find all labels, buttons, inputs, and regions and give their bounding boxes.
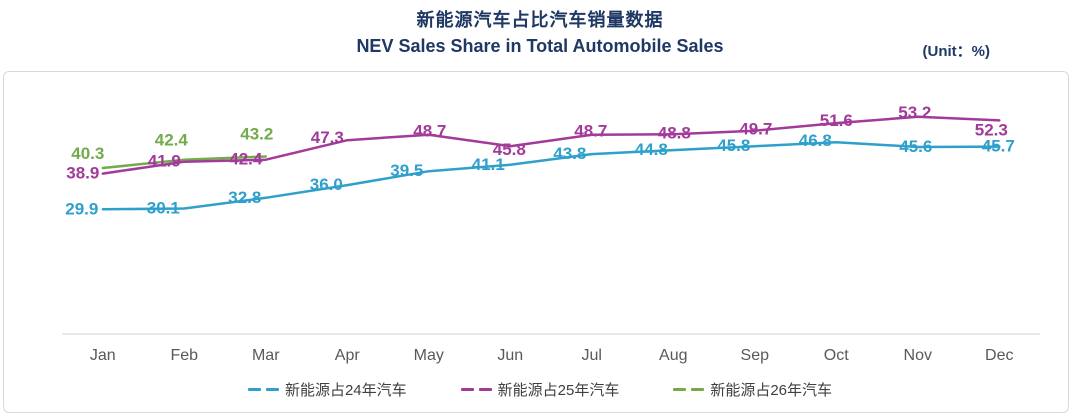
data-label: 41.1	[472, 155, 505, 174]
data-label: 30.1	[147, 199, 180, 218]
chart-legend: 新能源占24年汽车 新能源占25年汽车 新能源占26年汽车	[0, 379, 1080, 400]
series-line-0	[101, 140, 1001, 211]
x-axis-label: Nov	[903, 347, 932, 364]
data-label: 48.8	[658, 123, 691, 142]
data-label: 42.4	[229, 150, 263, 169]
x-axis-label: Mar	[251, 347, 280, 364]
data-label: 48.7	[574, 122, 607, 141]
data-label: 51.6	[820, 111, 853, 130]
data-label: 46.8	[799, 131, 832, 150]
legend-item-1: 新能源占25年汽车	[460, 379, 620, 400]
data-label: 45.8	[493, 140, 526, 159]
chart-title-zh: 新能源汽车占比汽车销量数据	[416, 10, 664, 30]
data-label: 45.6	[899, 137, 932, 156]
series-line-1	[101, 115, 1001, 175]
legend-item-0: 新能源占24年汽车	[247, 379, 407, 400]
chart-panel	[3, 71, 1069, 413]
series-line-2	[101, 155, 268, 170]
x-axis: Jan Feb Mar Apr May Jun Jul Aug Sep Oct Nov Dec	[62, 347, 1040, 365]
x-axis-label: Jun	[497, 347, 524, 364]
unit-label: (Unit：%)	[922, 43, 991, 60]
legend-dash-icon	[460, 388, 492, 391]
x-axis-label: Jul	[581, 347, 602, 364]
x-axis-label: Apr	[334, 347, 360, 364]
x-axis-label: Aug	[659, 347, 688, 364]
x-axis-label: May	[413, 347, 444, 364]
data-label: 29.9	[65, 199, 98, 218]
legend-dash-icon	[247, 388, 279, 391]
legend-item-2: 新能源占26年汽车	[673, 379, 832, 400]
data-label: 48.7	[413, 122, 446, 141]
data-label: 45.7	[982, 137, 1015, 156]
data-label: 44.8	[635, 140, 668, 159]
data-label: 47.3	[311, 128, 344, 147]
data-label: 38.9	[66, 164, 99, 183]
data-label: 41.9	[148, 152, 181, 171]
data-label: 52.3	[975, 120, 1008, 139]
x-axis-label: Jan	[89, 347, 116, 364]
data-label: 40.3	[71, 144, 104, 163]
data-label: 39.5	[390, 161, 423, 180]
legend-dash-icon	[673, 388, 705, 391]
chart-title-en: NEV Sales Share in Total Automobile Sale…	[356, 36, 724, 56]
data-label: 43.2	[240, 125, 273, 144]
legend-label: 新能源占25年汽车	[497, 382, 620, 399]
x-axis-label: Sep	[740, 347, 769, 364]
legend-label: 新能源占26年汽车	[710, 382, 833, 399]
data-label: 36.0	[310, 175, 343, 194]
data-label: 45.8	[717, 136, 750, 155]
data-label: 43.8	[553, 144, 586, 163]
x-axis-label: Oct	[823, 347, 849, 364]
x-axis-label: Dec	[985, 347, 1014, 364]
data-label: 32.8	[228, 188, 261, 207]
data-label: 49.7	[739, 120, 772, 139]
x-axis-label: Feb	[170, 347, 199, 364]
data-label: 42.4	[155, 131, 189, 150]
legend-label: 新能源占24年汽车	[284, 382, 407, 399]
data-label: 53.2	[898, 103, 931, 122]
